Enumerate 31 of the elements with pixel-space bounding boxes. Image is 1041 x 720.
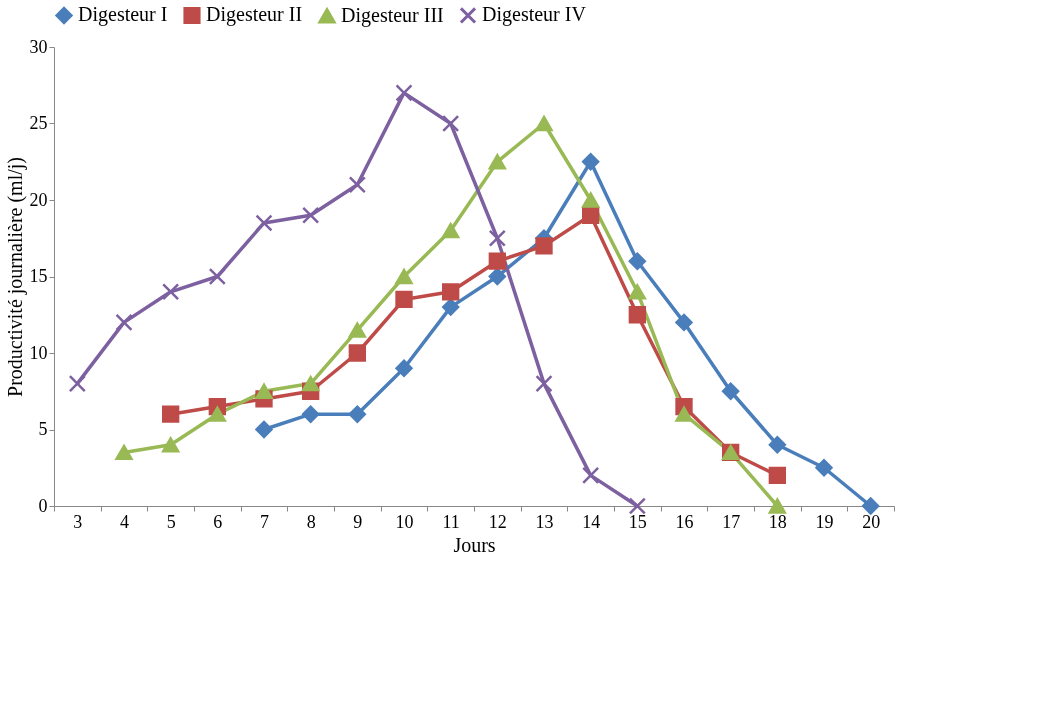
legend-label: Digesteur III: [341, 3, 444, 27]
y-tick-label: 15: [29, 266, 48, 286]
x-tick-label: 12: [488, 511, 507, 532]
x-tick-label: 20: [862, 511, 881, 532]
x-tick-label: 6: [213, 511, 223, 532]
y-tick-label: 25: [29, 113, 48, 133]
x-tick-label: 8: [306, 511, 316, 532]
x-tick-label: 10: [395, 511, 414, 532]
legend-label: Digesteur I: [78, 3, 168, 27]
x-tick-label: 9: [353, 511, 363, 532]
x-tick-label: 15: [628, 511, 647, 532]
legend-label: Digesteur IV: [482, 3, 587, 27]
x-axis-title: Jours: [453, 533, 496, 556]
y-axis-title: Productivité journalière (ml/j): [3, 157, 27, 397]
y-tick-label: 5: [38, 419, 48, 439]
x-tick-label: 18: [768, 511, 787, 532]
x-tick-label: 17: [722, 511, 741, 532]
x-tick-label: 19: [815, 511, 834, 532]
y-tick-label: 0: [38, 495, 48, 516]
y-tick-label: 30: [29, 36, 48, 57]
y-tick-label: 20: [29, 189, 48, 210]
x-tick-label: 7: [260, 511, 269, 532]
x-tick-label: 4: [120, 511, 129, 532]
x-tick-label: 11: [442, 511, 460, 532]
x-tick-label: 3: [73, 511, 83, 532]
x-tick-label: 13: [535, 511, 554, 532]
x-tick-label: 14: [582, 511, 601, 532]
x-tick-label: 16: [675, 511, 694, 532]
legend-label: Digesteur II: [206, 3, 303, 27]
x-tick-label: 5: [166, 511, 176, 532]
y-tick-label: 10: [29, 342, 48, 363]
